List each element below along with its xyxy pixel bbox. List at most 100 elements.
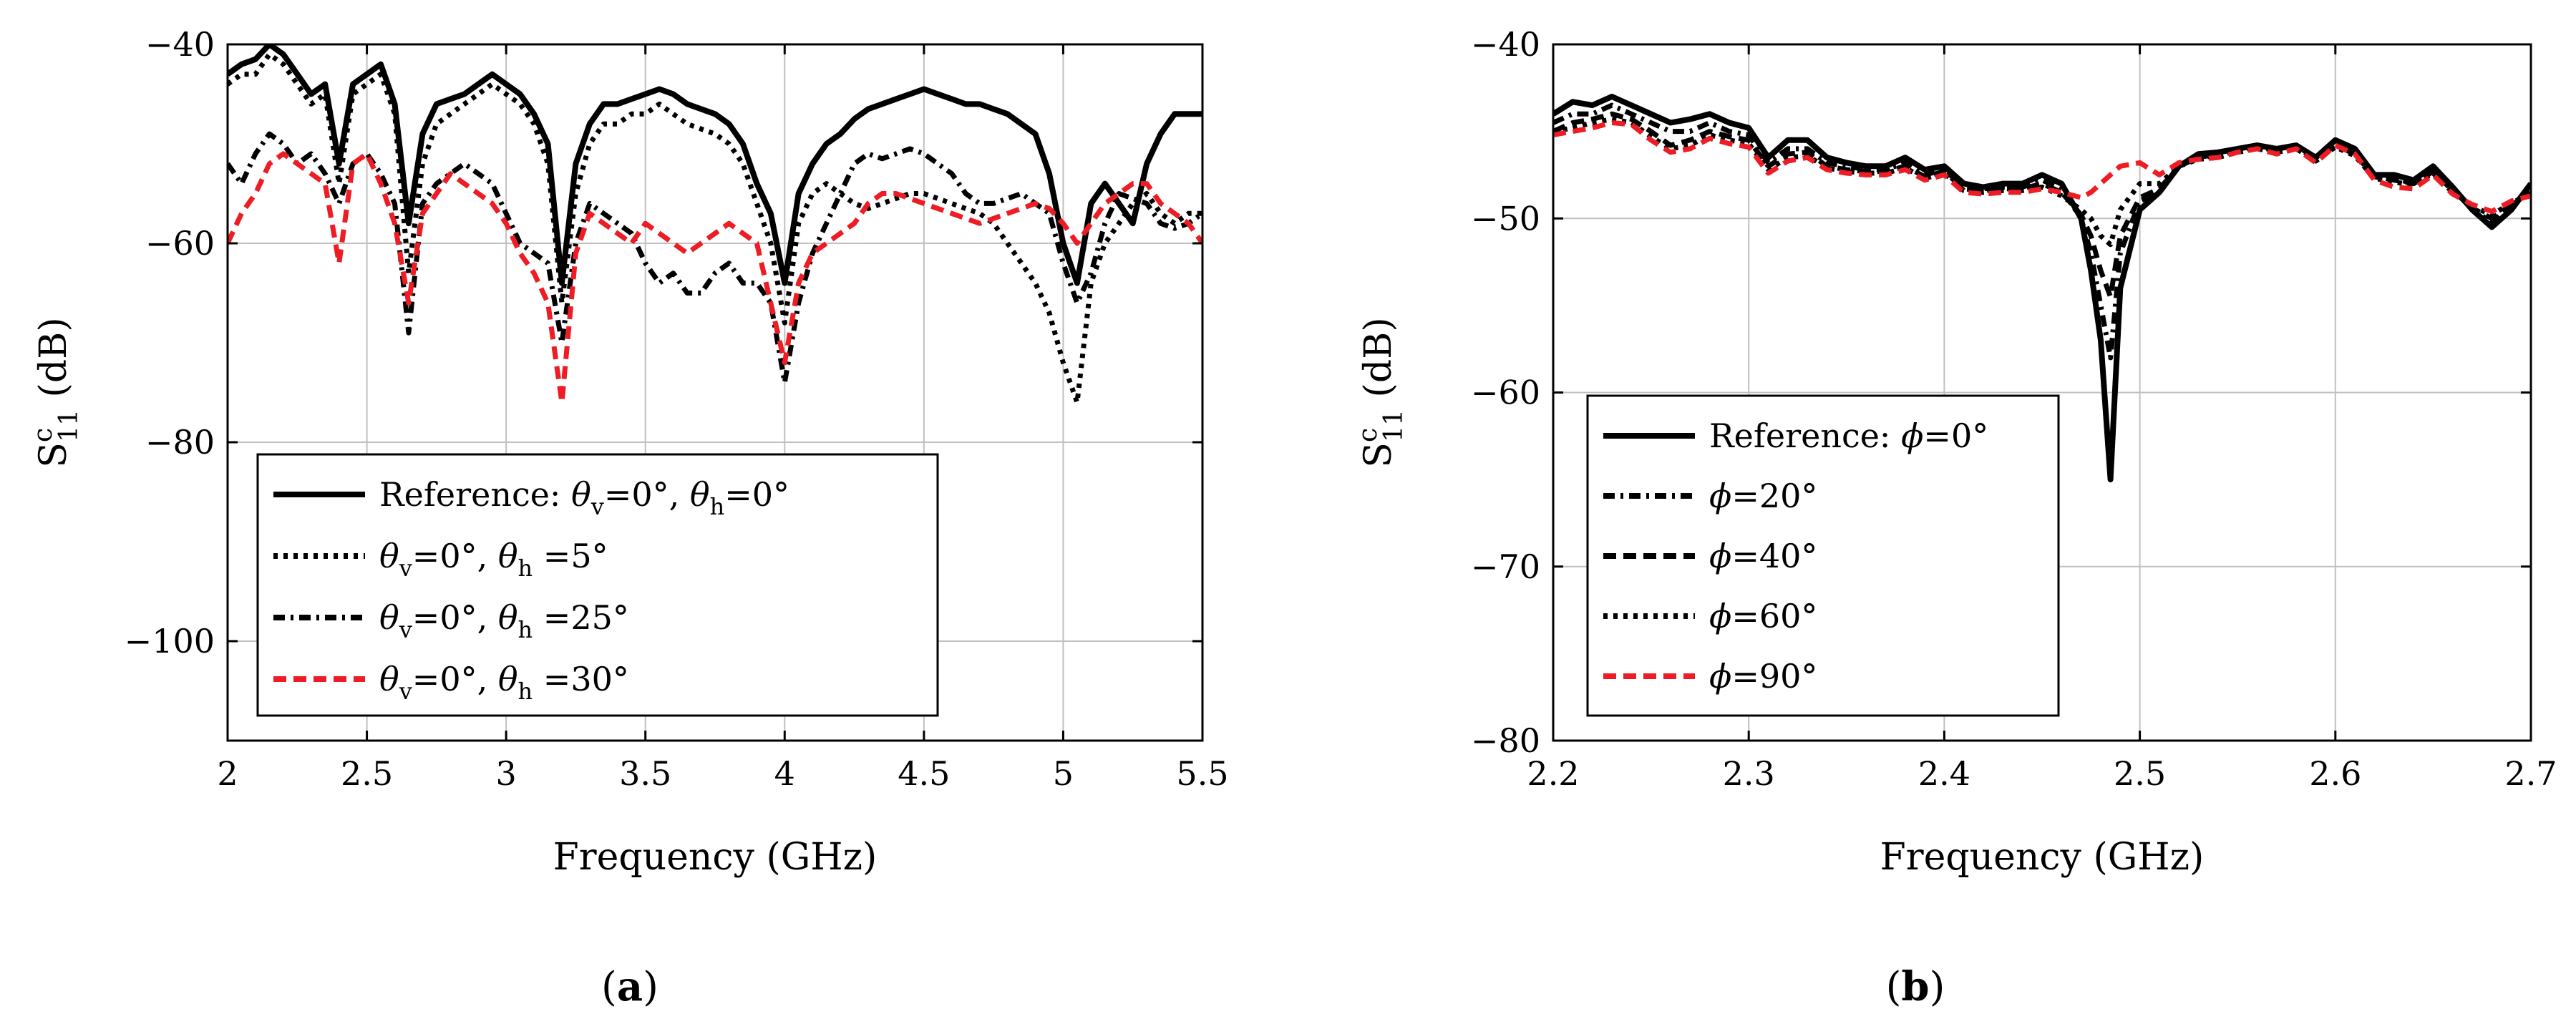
y-axis-title: Sc11 (dB): [29, 317, 84, 467]
y-axis-title-sub: 11: [1379, 409, 1409, 442]
legend-label-1: Reference: θv=0°, θh=0°: [379, 475, 789, 520]
series-line-3: [228, 131, 1202, 386]
y-tick-label: −80: [1471, 721, 1540, 760]
x-tick-label: 2.5: [2114, 754, 2166, 793]
x-tick-label: 5: [1053, 754, 1074, 793]
y-tick-label: −80: [145, 423, 215, 462]
y-axis-title: Sc11 (dB): [1353, 317, 1409, 467]
y-tick-label: −40: [1471, 25, 1540, 64]
y-axis-title-sub: 11: [54, 409, 84, 442]
legend-symbol: ϕ: [1709, 657, 1731, 696]
legend-label-3: θv=0°, θh =25°: [379, 598, 629, 643]
legend-label-5: ϕ=90°: [1709, 657, 1817, 696]
x-tick-label: 4: [774, 754, 795, 793]
legend-symbol: θ: [379, 537, 399, 575]
series-line-4: [228, 151, 1202, 405]
legend-suffix: =30°: [533, 660, 629, 698]
legend-suffix: =25°: [533, 598, 629, 637]
y-axis-title-main: S: [32, 442, 75, 468]
legend-text-mid: =0°,: [412, 598, 498, 637]
y-tick-label: −50: [1471, 199, 1540, 238]
series-line-1: [228, 44, 1202, 286]
legend-suffix: =5°: [533, 537, 608, 575]
y-axis-title-unit: (dB): [32, 317, 75, 409]
legend-subscript: h: [518, 555, 533, 582]
y-tick-label: −70: [1471, 547, 1540, 586]
plot-frame: [226, 43, 1204, 742]
legend-label-3: ϕ=40°: [1709, 537, 1817, 575]
x-tick-label: 2.3: [1723, 754, 1775, 793]
x-tick-label: 2.2: [1527, 754, 1579, 793]
legend-subscript: h: [710, 493, 725, 520]
legend-text-mid: =0°,: [412, 660, 498, 698]
caption-paren-close: ): [643, 964, 658, 1010]
legend-subscript: v: [399, 678, 412, 705]
caption-paren-close: ): [1930, 964, 1945, 1010]
legend-suffix: =0°: [1923, 416, 1988, 455]
legend-suffix: =20°: [1731, 477, 1817, 515]
x-axis-title: Frequency (GHz): [553, 836, 878, 879]
legend-symbol: θ: [690, 475, 710, 514]
chart-panel-a: 2 2.5 3 3.5 4 4.5 5 5.5 −100 −80 −60 −40 Frequency (…: [29, 25, 1229, 1010]
legend-subscript: v: [590, 493, 604, 520]
series-line-3: [1553, 111, 2531, 300]
y-tick-label: −60: [1471, 374, 1540, 412]
y-tick-label: −40: [145, 25, 215, 64]
legend-subscript: h: [518, 616, 533, 643]
legend-symbol: ϕ: [1901, 416, 1923, 455]
x-tick-label: 3: [496, 754, 517, 793]
legend-label-1: Reference: ϕ=0°: [1709, 416, 1988, 455]
caption-letter: b: [1901, 963, 1929, 1010]
legend-label-2: θv=0°, θh =5°: [379, 537, 608, 582]
x-tick-label: 2.6: [2309, 754, 2361, 793]
legend-symbol: θ: [379, 598, 399, 637]
legend-label-4: ϕ=60°: [1709, 597, 1817, 635]
panel-caption: (b): [1886, 963, 1945, 1010]
legend-suffix: =60°: [1731, 597, 1817, 635]
x-tick-label: 2: [217, 754, 238, 793]
legend-symbol: θ: [379, 660, 399, 698]
y-tick-label: −60: [145, 224, 215, 263]
series-line-2: [228, 52, 1202, 405]
legend-subscript: v: [399, 616, 412, 643]
x-tick-label: 2.5: [341, 754, 393, 793]
y-axis-title-sup: c: [1353, 428, 1383, 442]
y-axis-title-main: S: [1357, 442, 1400, 468]
y-axis-title-sup: c: [29, 428, 58, 442]
caption-paren-open: (: [601, 964, 617, 1010]
legend-label-4: θv=0°, θh =30°: [379, 660, 629, 705]
caption-paren-open: (: [1886, 964, 1902, 1010]
series-line-5: [1553, 120, 2531, 214]
legend-suffix: =40°: [1731, 537, 1817, 575]
legend-subscript: h: [518, 678, 533, 705]
legend-symbol: ϕ: [1709, 537, 1731, 575]
legend-prefix: Reference:: [379, 475, 571, 514]
legend-symbol: θ: [498, 598, 518, 637]
y-axis-title-unit: (dB): [1357, 317, 1400, 409]
legend-prefix: Reference:: [1709, 416, 1901, 455]
y-tick-label: −100: [125, 622, 215, 660]
legend-text-mid: =0°,: [412, 537, 498, 575]
legend-suffix: =90°: [1731, 657, 1817, 696]
x-tick-label: 4.5: [898, 754, 950, 793]
chart-panel-b: 2.2 2.3 2.4 2.5 2.6 2.7 −80 −70 −60 −50 −40 Frequen…: [1353, 25, 2557, 1010]
legend-symbol: ϕ: [1709, 597, 1731, 635]
legend-subscript: v: [399, 555, 412, 582]
x-tick-label: 2.4: [1918, 754, 1970, 793]
x-tick-label: 2.7: [2504, 754, 2557, 793]
legend-label-2: ϕ=20°: [1709, 477, 1817, 515]
legend-text-mid: =0°,: [604, 475, 690, 514]
x-axis-title: Frequency (GHz): [1880, 836, 2205, 879]
legend-symbol: θ: [498, 660, 518, 698]
legend-symbol: θ: [498, 537, 518, 575]
x-tick-label: 3.5: [619, 754, 671, 793]
series-line-4: [1553, 117, 2531, 248]
legend-box: [256, 453, 939, 717]
legend-symbol: θ: [571, 475, 591, 514]
x-tick-label: 5.5: [1176, 754, 1228, 793]
panel-caption: (a): [601, 963, 658, 1010]
series-line-2: [1553, 102, 2531, 361]
legend-suffix: =0°: [724, 475, 789, 514]
legend-symbol: ϕ: [1709, 477, 1731, 515]
